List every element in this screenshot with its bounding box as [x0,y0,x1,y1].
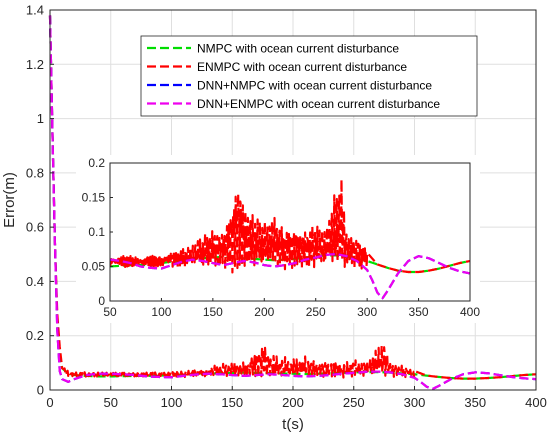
inset-series-lines [110,178,470,300]
main-axis-ticks: 0 50 100 150 200 250 300 350 40000.20.40.60.811.… [26,3,547,411]
legend-entry-1: NMPC with ocean current disturbance [197,42,399,56]
y-tick-label: 0 [37,383,44,398]
legend-entry-4: DNN+ENMPC with ocean current disturbance [197,97,440,111]
y-axis-label: Error(m) [1,172,18,228]
x-tick-label: 150 [221,395,243,410]
y-tick-label: 0.6 [26,220,44,235]
series-line-2 [48,15,537,380]
legend-entry-2: ENMPC with ocean current disturbance [197,60,407,74]
inset-y-tick-label: 0 [98,294,105,308]
y-tick-label: 1.2 [26,57,44,72]
legend-box [140,35,478,117]
series-line-4 [110,252,470,300]
inset-y-tick-label: 0.05 [82,260,106,274]
inset-axis-ticks: 50 100 150 200 250 300 350 400 0 0.05 0.1 0.15 0.2 [82,156,481,319]
series-line-2 [110,178,470,274]
x-axis-label: t(s) [282,416,304,433]
inset-zoom-plot: 50 100 150 200 250 300 350 400 0 0.05 0.1 0.15 0.2 [76,155,480,323]
x-tick-label: 300 [404,395,426,410]
inset-x-tick-label: 250 [306,305,326,319]
legend: NMPC with ocean current disturbance ENMPC… [140,35,478,117]
inset-x-tick-label: 300 [357,305,377,319]
x-tick-label: 0 [46,395,53,410]
series-line-4 [48,15,537,391]
y-tick-label: 0.4 [26,274,44,289]
legend-entry-3: DNN+NMPC with ocean current disturbance [197,79,432,93]
y-tick-label: 0.8 [26,165,44,180]
x-tick-label: 250 [343,395,365,410]
inset-y-tick-label: 0.15 [82,191,106,205]
inset-x-tick-label: 350 [409,305,429,319]
x-tick-label: 50 [104,395,118,410]
y-tick-label: 1.4 [26,3,44,18]
inset-x-tick-label: 400 [460,305,480,319]
inset-y-tick-label: 0.2 [88,156,105,170]
y-tick-label: 1 [37,111,44,126]
inset-x-tick-label: 100 [151,305,171,319]
x-tick-label: 350 [464,395,486,410]
inset-x-tick-label: 150 [203,305,223,319]
inset-x-tick-label: 200 [254,305,274,319]
x-tick-label: 400 [525,395,547,410]
y-tick-label: 0.2 [26,328,44,343]
main-series-lines [48,15,537,391]
x-tick-label: 200 [282,395,304,410]
x-tick-label: 100 [161,395,183,410]
inset-y-tick-label: 0.1 [88,225,105,239]
inset-x-tick-label: 50 [103,305,117,319]
